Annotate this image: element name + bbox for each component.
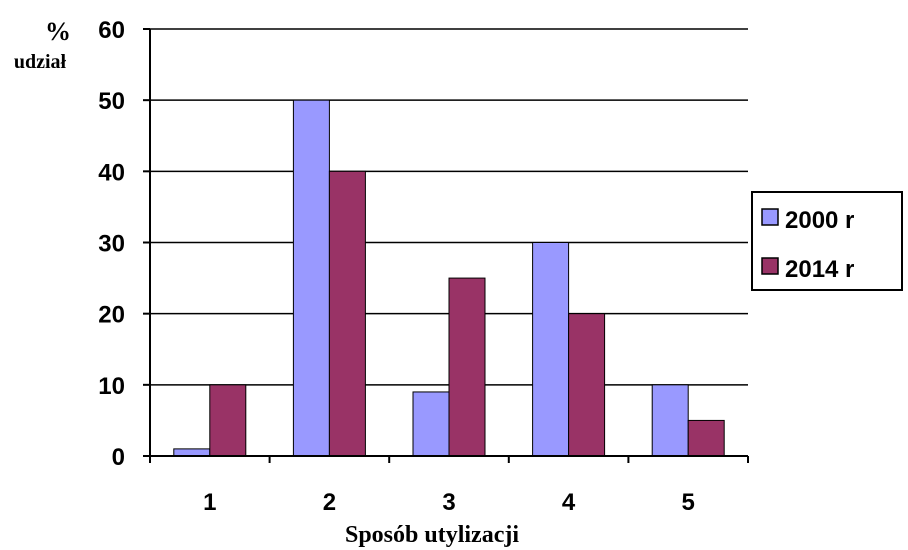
x-tick-labels: 1 2 3 4 5 [203, 489, 695, 516]
bar-2014-r-cat-2 [328, 170, 366, 457]
y-axis-label-share: udział [14, 51, 67, 73]
y-tick-label: 30 [98, 231, 125, 258]
y-tick-label: 20 [98, 302, 125, 329]
x-tick-label: 4 [562, 489, 576, 516]
bar-2014-r-cat-3 [448, 277, 486, 457]
bar-2000-r-cat-5 [651, 384, 689, 457]
bar-2000-r-cat-1 [173, 448, 211, 457]
gridlines [150, 28, 748, 386]
x-tick-label: 1 [203, 489, 216, 516]
axes [143, 28, 749, 463]
legend-swatch-2014 [761, 257, 779, 275]
x-tick-label: 5 [682, 489, 695, 516]
bar-2014-r-cat-4 [568, 313, 606, 457]
y-tick-label: 50 [98, 88, 125, 115]
bar-2014-r-cat-5 [687, 419, 725, 457]
y-tick-label: 10 [98, 373, 125, 400]
y-axis-label-percent: % [45, 17, 71, 46]
legend-label-2014: 2014 r [785, 256, 854, 283]
x-tick-label: 2 [323, 489, 336, 516]
y-tick-labels: 0 10 20 30 40 50 60 [98, 17, 125, 471]
y-tick-label: 40 [98, 159, 125, 186]
y-tick-label: 60 [98, 17, 125, 44]
legend-label-2000: 2000 r [785, 207, 854, 234]
x-tick-label: 3 [442, 489, 455, 516]
bar-2000-r-cat-2 [292, 99, 330, 457]
bar-2000-r-cat-4 [532, 242, 570, 457]
legend: 2000 r 2014 r [751, 191, 903, 291]
x-axis-label: Sposób utylizacji [345, 522, 519, 548]
bar-2000-r-cat-3 [412, 391, 450, 457]
legend-swatch-2000 [761, 208, 779, 226]
bars [173, 99, 725, 457]
y-tick-label: 0 [112, 444, 125, 471]
bar-2014-r-cat-1 [209, 384, 247, 457]
